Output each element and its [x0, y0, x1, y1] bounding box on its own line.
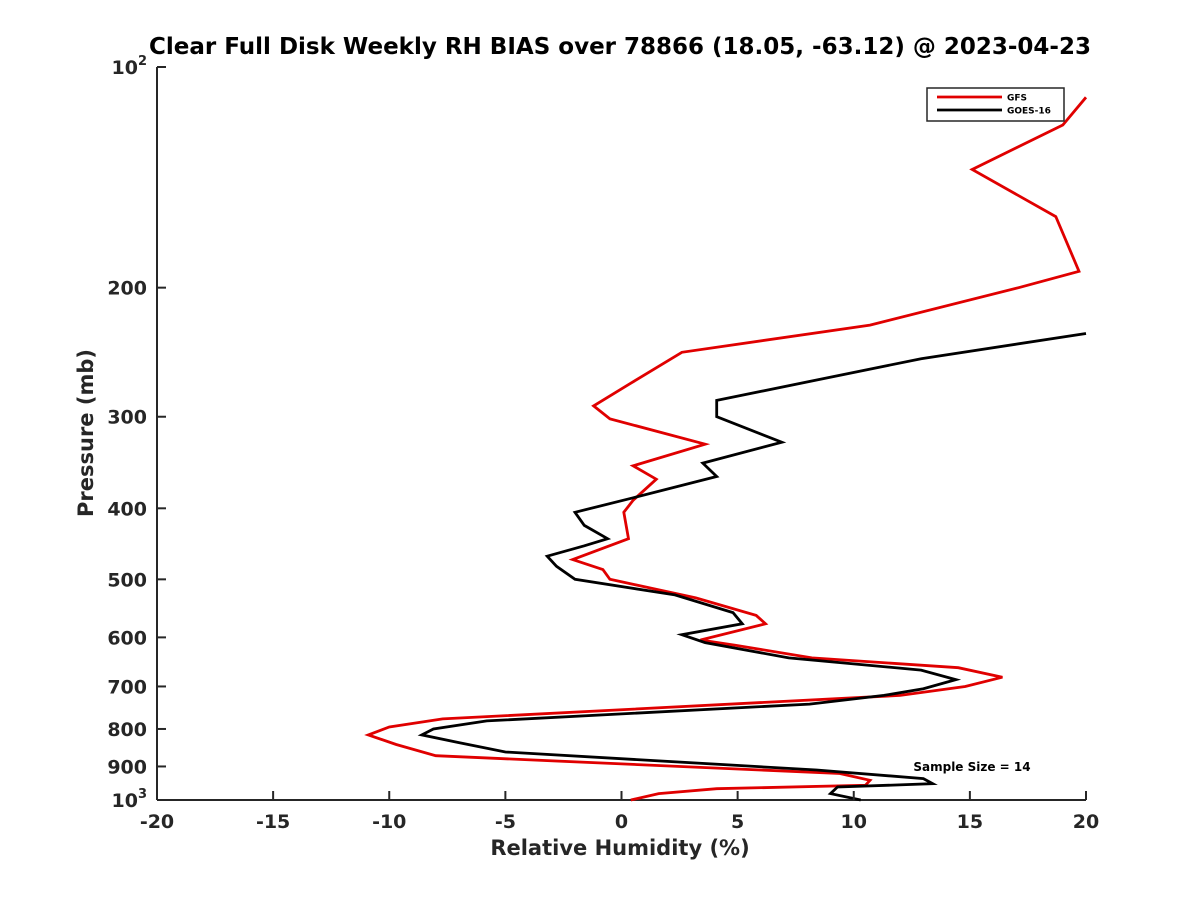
x-tick-label: -15 — [256, 811, 290, 833]
y-tick-label: 600 — [107, 627, 147, 649]
y-tick-label: 400 — [107, 498, 147, 520]
y-tick-label: 103 — [112, 787, 148, 812]
y-tick-label: 200 — [107, 278, 147, 300]
x-tick-label: -5 — [495, 811, 516, 833]
sample-size-annotation: Sample Size = 14 — [913, 760, 1030, 774]
y-tick-label: 500 — [107, 569, 147, 591]
x-tick-label: 15 — [957, 811, 983, 833]
series-line-goes-16 — [417, 332, 1087, 802]
x-tick-label: 20 — [1073, 811, 1099, 833]
legend-entry: GOES-16 — [1007, 107, 1051, 117]
legend: GFS GOES-16 — [926, 87, 1065, 122]
x-axis-label: Relative Humidity (%) — [490, 836, 749, 860]
y-tick-label: 700 — [107, 676, 147, 698]
x-tick-label: 10 — [841, 811, 867, 833]
x-tick-label: 5 — [731, 811, 744, 833]
y-axis-label: Pressure (mb) — [74, 349, 98, 517]
series-line-gfs — [364, 96, 1088, 802]
y-tick-label: 300 — [107, 407, 147, 429]
x-tick-label: -20 — [140, 811, 174, 833]
legend-entry: GFS — [1007, 94, 1027, 104]
y-tick-label: 800 — [107, 719, 147, 741]
x-tick-label: -10 — [372, 811, 406, 833]
y-tick-label: 900 — [107, 756, 147, 778]
chart-title: Clear Full Disk Weekly RH BIAS over 7886… — [149, 34, 1091, 60]
y-axis: 102 200 300 400 500 600 700 800 900 103 — [107, 54, 166, 812]
x-tick-label: 0 — [615, 811, 628, 833]
y-tick-label: 102 — [112, 54, 148, 79]
legend-box — [926, 87, 1065, 122]
x-axis: -20 -15 -10 -5 0 5 10 15 20 — [140, 791, 1099, 833]
